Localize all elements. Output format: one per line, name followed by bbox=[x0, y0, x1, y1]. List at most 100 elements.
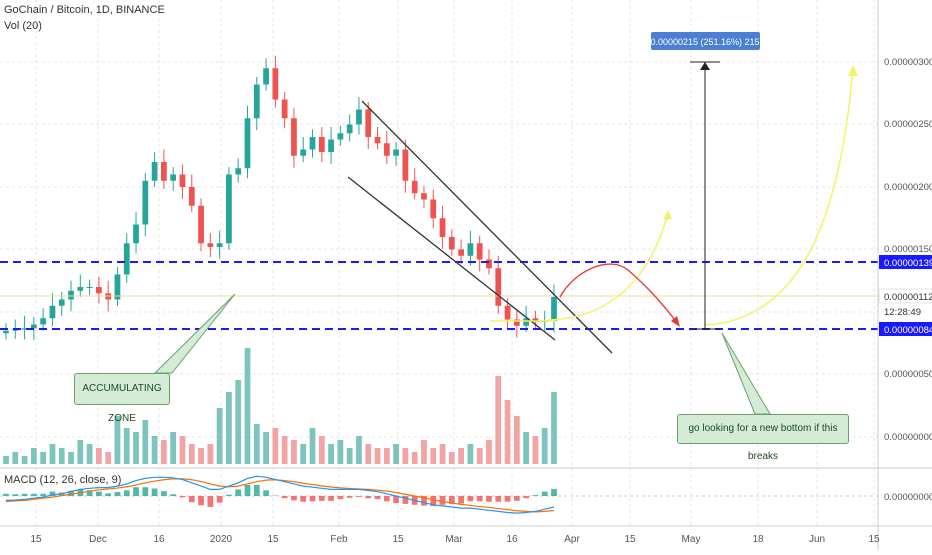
candle-body bbox=[291, 118, 297, 156]
volume-bar bbox=[282, 436, 288, 464]
svg-text:0.00000139: 0.00000139 bbox=[884, 258, 932, 269]
candle-body bbox=[59, 300, 65, 306]
new-bottom-callout[interactable]: go looking for a new bottom if this brea… bbox=[677, 414, 849, 444]
macd-histogram-bar bbox=[161, 491, 167, 496]
price-tick-label: 0.00000300 bbox=[884, 57, 932, 68]
volume-bar bbox=[170, 432, 176, 464]
volume-bar bbox=[542, 428, 548, 464]
volume-bar bbox=[198, 448, 204, 464]
macd-histogram-bar bbox=[115, 492, 121, 496]
candle-body bbox=[254, 85, 260, 119]
macd-histogram-bar bbox=[198, 496, 204, 505]
time-tick-label: 15 bbox=[267, 534, 279, 545]
candle-body bbox=[40, 318, 46, 324]
volume-bar bbox=[412, 452, 418, 464]
macd-histogram-bar bbox=[533, 495, 539, 496]
price-tick-label: 0.00000050 bbox=[884, 369, 932, 380]
volume-bar bbox=[40, 452, 46, 464]
candle-body bbox=[337, 133, 343, 139]
time-tick-label: 15 bbox=[392, 534, 404, 545]
candle-body bbox=[356, 110, 362, 125]
volume-bar bbox=[31, 448, 37, 464]
time-tick-label: Jun bbox=[809, 534, 825, 545]
candle-body bbox=[133, 225, 139, 244]
macd-histogram-bar bbox=[263, 490, 269, 496]
candle-body bbox=[68, 291, 74, 300]
candle-body bbox=[384, 143, 390, 156]
volume-bar bbox=[533, 436, 539, 464]
macd-histogram-bar bbox=[514, 496, 520, 501]
volume-bar bbox=[12, 452, 18, 464]
volume-bar bbox=[22, 456, 28, 464]
candle-body bbox=[161, 162, 167, 181]
volume-bar bbox=[235, 380, 241, 464]
candle-body bbox=[365, 110, 371, 138]
macd-histogram-bar bbox=[356, 496, 362, 497]
macd-histogram-bar bbox=[365, 496, 371, 498]
symbol-title[interactable]: GoChain / Bitcoin, 1D, BINANCE bbox=[4, 4, 165, 16]
macd-histogram-bar bbox=[40, 494, 46, 496]
macd-histogram-bar bbox=[142, 487, 148, 496]
volume-bar bbox=[495, 376, 501, 464]
macd-histogram-bar bbox=[105, 493, 111, 496]
volume-bar bbox=[50, 444, 56, 464]
volume-bar bbox=[319, 436, 325, 464]
candle-body bbox=[170, 175, 176, 181]
macd-histogram-bar bbox=[245, 485, 251, 496]
candle-body bbox=[421, 193, 427, 199]
time-tick-label: 18 bbox=[752, 534, 764, 545]
volume-bar bbox=[87, 444, 93, 464]
macd-histogram-bar bbox=[133, 487, 139, 496]
candle-body bbox=[152, 162, 158, 181]
macd-histogram-bar bbox=[12, 494, 18, 496]
time-tick-label: 2020 bbox=[210, 534, 233, 545]
macd-histogram-bar bbox=[542, 492, 548, 496]
volume-bar bbox=[477, 448, 483, 464]
candle-body bbox=[505, 306, 511, 320]
time-tick-label: 15 bbox=[30, 534, 42, 545]
volume-legend[interactable]: Vol (20) bbox=[4, 20, 42, 32]
candle-body bbox=[393, 150, 399, 156]
candle-body bbox=[300, 150, 306, 156]
volume-bar bbox=[421, 440, 427, 464]
volume-bar bbox=[226, 392, 232, 464]
macd-histogram-bar bbox=[31, 494, 37, 496]
accumulating-zone-callout[interactable]: ACCUMULATING ZONE bbox=[74, 373, 170, 405]
volume-bar bbox=[59, 448, 65, 464]
candle-body bbox=[551, 297, 557, 321]
time-tick-label: 16 bbox=[153, 534, 165, 545]
macd-histogram-bar bbox=[495, 496, 501, 502]
macd-histogram-bar bbox=[468, 496, 474, 501]
price-label-support: 0.00000084 bbox=[879, 322, 932, 336]
time-tick-label: Mar bbox=[445, 534, 463, 545]
macd-histogram-bar bbox=[254, 485, 260, 496]
macd-histogram-bar bbox=[551, 489, 557, 496]
price-tick-label: 0.00000250 bbox=[884, 119, 932, 130]
macd-histogram-bar bbox=[328, 496, 334, 501]
volume-bar bbox=[449, 452, 455, 464]
candle-body bbox=[235, 168, 241, 174]
volume-bar bbox=[291, 440, 297, 464]
macd-legend[interactable]: MACD (12, 26, close, 9) bbox=[4, 474, 121, 486]
candle-body bbox=[412, 181, 418, 194]
volume-bar bbox=[514, 416, 520, 464]
candle-body bbox=[486, 260, 492, 269]
volume-bar bbox=[328, 444, 334, 464]
price-tick-label: 0.00000200 bbox=[884, 182, 932, 193]
volume-bar bbox=[300, 444, 306, 464]
macd-histogram-bar bbox=[523, 496, 529, 498]
macd-histogram-bar bbox=[282, 496, 288, 498]
macd-histogram-bar bbox=[300, 496, 306, 502]
candle-body bbox=[217, 243, 223, 247]
candle-body bbox=[458, 250, 464, 256]
candle-body bbox=[245, 118, 251, 168]
macd-histogram-bar bbox=[235, 489, 241, 496]
candle-body bbox=[31, 325, 37, 329]
volume-bar bbox=[68, 452, 74, 464]
candle-body bbox=[124, 243, 130, 274]
candle-body bbox=[347, 125, 353, 134]
volume-bar bbox=[393, 444, 399, 464]
